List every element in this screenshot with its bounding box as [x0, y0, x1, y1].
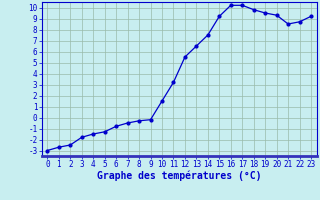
X-axis label: Graphe des températures (°C): Graphe des températures (°C) [97, 171, 261, 181]
